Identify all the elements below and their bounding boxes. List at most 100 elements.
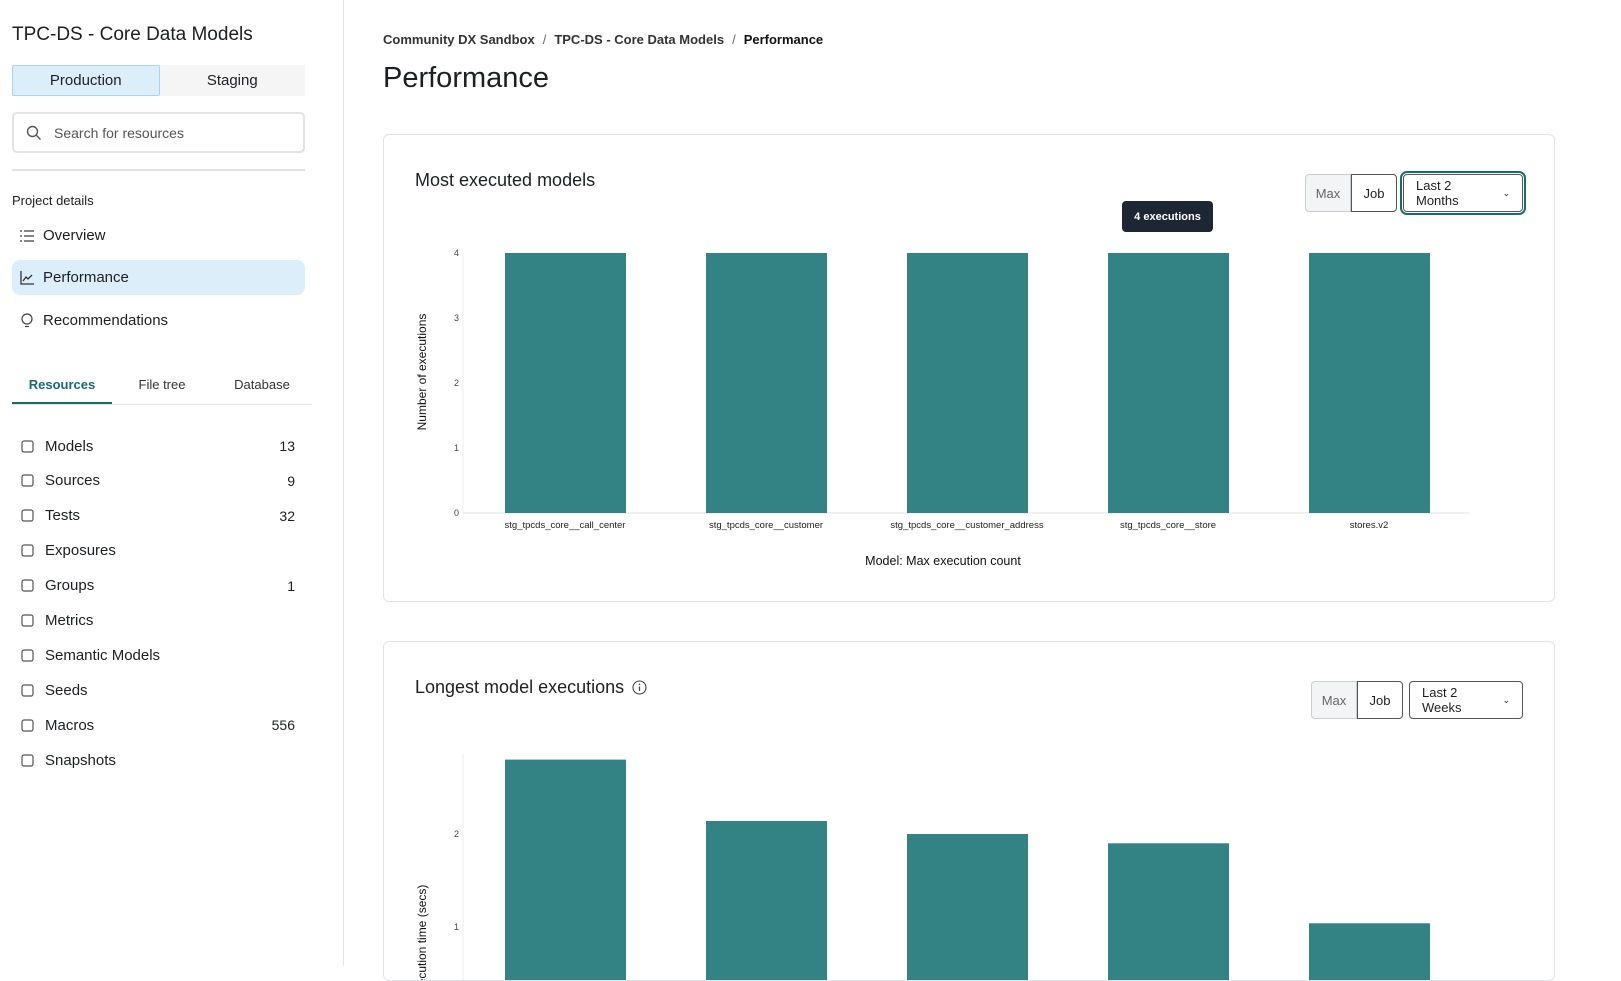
resource-label: Tests [45,507,81,525]
max-job-toggle: Max Job [1305,174,1397,212]
resource-label: Semantic Models [45,646,161,664]
bar [1309,923,1430,980]
time-range-dropdown[interactable]: Last 2 Months ⌄ [1400,171,1526,215]
bar [1108,843,1229,980]
tab-file-tree[interactable]: File tree [138,377,186,392]
resource-metrics[interactable]: Metrics [20,606,295,636]
resource-count: 9 [287,472,295,489]
longest-executions-card: Longest model executions Max Job Last 2 … [383,641,1555,981]
resource-label: Macros [45,716,95,734]
nav-performance[interactable]: Performance [12,260,305,295]
max-button[interactable]: Max [1311,681,1357,719]
y-tick-label: 2 [454,378,459,388]
job-button[interactable]: Job [1357,681,1403,719]
max-job-toggle: Max Job [1311,681,1403,719]
tab-database[interactable]: Database [234,377,290,392]
resource-count: 556 [271,717,295,734]
search-placeholder: Search for resources [54,124,184,141]
clipboard-icon [21,509,34,522]
chart-line-icon [20,270,34,285]
card-title: Most executed models [415,170,596,190]
dropdown-value: Last 2 Weeks [1422,685,1462,715]
resource-label: Exposures [45,542,116,560]
env-tab-production[interactable]: Production [12,65,160,96]
bar [907,253,1028,513]
bar [907,834,1028,980]
x-tick-label: stg_tpcds_core__customer_address [890,520,1043,531]
most-executed-chart: 0 1 2 3 4 stg_tpcds_core__call_center stg_tpcd… [415,248,1469,568]
search-icon [26,125,41,140]
bar [1108,253,1229,513]
camera-icon [21,753,34,767]
nav-recommendations[interactable]: Recommendations [12,303,305,338]
breadcrumb-item[interactable]: TPC-DS - Core Data Models [554,32,725,47]
resource-models[interactable]: Models 13 [20,431,295,461]
nav-label: Performance [43,269,129,286]
search-input[interactable]: Search for resources [12,112,305,153]
divider [12,169,305,171]
chevron-down-icon: ⌄ [1502,187,1510,198]
chevron-down-icon: ⌄ [1502,694,1510,705]
sidebar: TPC-DS - Core Data Models Production Sta… [0,0,344,966]
seedling-icon [21,684,34,697]
nav-label: Recommendations [43,312,169,329]
grid-icon [21,579,34,592]
tab-resources[interactable]: Resources [12,368,112,404]
resource-label: Groups [45,577,95,595]
breadcrumb-current: Performance [743,32,824,47]
x-tick-label: stores.v2 [1350,520,1389,531]
resource-groups[interactable]: Groups 1 [20,571,295,601]
env-tab-staging[interactable]: Staging [206,72,258,89]
resource-seeds[interactable]: Seeds [20,675,295,705]
bar [505,759,626,980]
max-button[interactable]: Max [1305,174,1351,212]
bar [706,820,827,980]
cube-icon [21,439,34,453]
resource-label: Sources [45,472,101,490]
page-title: Performance [383,62,550,94]
most-executed-card: Most executed models Max Job Last 2 Mont… [383,134,1555,602]
x-tick-label: stg_tpcds_core__store [1120,520,1216,531]
job-button[interactable]: Job [1351,174,1397,212]
resource-count: 1 [287,577,295,594]
nav-label: Overview [43,227,106,244]
y-axis-label: Number of executions [415,314,429,431]
bar-chart-icon [21,614,34,627]
lightbulb-icon [21,313,33,328]
y-tick-label: 0 [454,508,459,518]
dropdown-value: Last 2 Months [1416,178,1459,208]
resource-label: Models [45,437,94,455]
breadcrumb: Community DX Sandbox / TPC-DS - Core Data … [383,32,824,47]
resource-macros[interactable]: Macros 556 [20,710,295,740]
list-icon [20,229,34,242]
resource-tests[interactable]: Tests 32 [20,501,295,531]
resource-exposures[interactable]: Exposures [20,536,295,566]
resource-label: Seeds [45,681,88,699]
time-range-dropdown[interactable]: Last 2 Weeks ⌄ [1409,681,1523,719]
resource-snapshots[interactable]: Snapshots [20,745,295,775]
resource-sources[interactable]: Sources 9 [20,466,295,496]
longest-executions-chart: 1 2 Execution time (secs) [415,754,1430,980]
file-icon [21,719,34,732]
resource-count: 13 [279,438,295,454]
gauge-icon [21,544,34,557]
environment-toggle: Production Staging [12,65,305,96]
resource-label: Metrics [45,612,94,629]
database-icon [21,474,34,487]
resource-label: Snapshots [45,751,116,769]
y-tick-label: 1 [454,922,459,932]
info-icon[interactable] [632,680,647,695]
bar [706,253,827,513]
project-title: TPC-DS - Core Data Models [12,24,253,45]
breadcrumb-item[interactable]: Community DX Sandbox [383,32,535,47]
x-tick-label: stg_tpcds_core__customer [709,520,823,531]
section-label: Project details [12,193,94,208]
y-tick-label: 3 [454,313,459,323]
y-tick-label: 2 [454,829,459,839]
resource-semantic-models[interactable]: Semantic Models [20,640,295,670]
nav-overview[interactable]: Overview [12,218,305,253]
resource-tabs: Resources File tree Database [12,368,312,405]
bar [1309,253,1430,513]
x-tick-label: stg_tpcds_core__call_center [505,520,626,531]
card-title: Longest model executions [415,677,625,697]
